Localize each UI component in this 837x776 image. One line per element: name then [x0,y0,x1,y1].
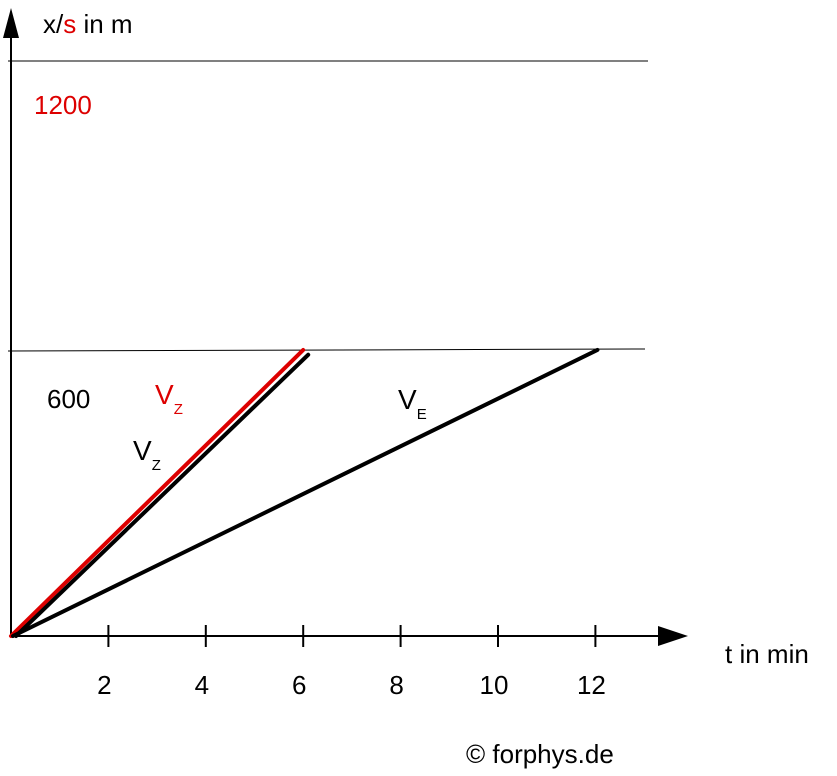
y-axis-arrow-icon [3,8,19,38]
x-axis-label: t in min [725,639,809,669]
series-line-ve-2 [11,347,600,638]
x-tick-label-4: 4 [195,670,209,700]
series-label-vz-black: VZ [133,435,161,474]
x-tick-label-8: 8 [389,670,403,700]
x-axis-arrow-icon [658,626,688,646]
series-line-vz-1 [14,352,311,638]
x-tick-label-10: 10 [480,670,509,700]
y-axis-label: x/s in m [43,9,133,39]
series-label-vz-red-sub: Z [174,401,183,418]
series-label-ve-main: V [398,384,417,415]
reference-label-600: 600 [47,384,90,414]
series-label-vz-black-main: V [133,435,152,466]
y-axis-label-s: s [63,9,76,39]
series-label-ve: VE [398,384,427,423]
series-line-vz-0 [9,347,306,638]
x-tick-label-6: 6 [292,670,306,700]
reference-label-1200: 1200 [34,90,92,120]
x-tick-label-2: 2 [97,670,111,700]
y-axis-label-unit: in m [76,9,132,39]
series-label-vz-red-main: V [155,379,174,410]
series-label-vz-black-sub: Z [152,457,161,474]
series-label-vz-red: VZ [155,379,183,418]
y-axis-label-x: x/ [43,9,64,39]
reference-line-600 [7,348,646,352]
data-series [9,347,600,638]
copyright: © forphys.de [466,739,614,769]
x-axis-ticks: 2 4 6 8 10 12 [97,625,606,700]
x-tick-label-12: 12 [577,670,606,700]
series-label-ve-sub: E [417,406,427,423]
